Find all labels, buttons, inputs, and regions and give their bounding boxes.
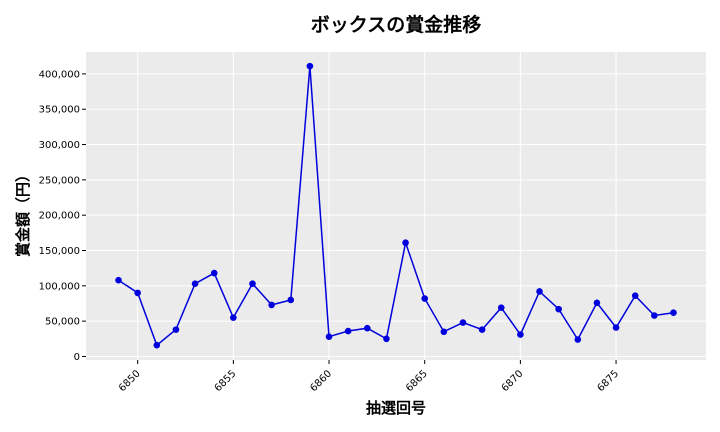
data-point: [631, 292, 639, 300]
data-point: [651, 312, 658, 319]
series-line: [118, 66, 674, 347]
y-tick-label: 150,000: [39, 246, 80, 257]
data-point: [497, 304, 505, 312]
data-point: [287, 296, 295, 304]
data-point: [191, 280, 199, 288]
data-point: [306, 62, 314, 70]
data-point: [363, 324, 371, 332]
x-tick-label: 6850: [117, 368, 143, 394]
x-axis-ticks: 6850 6855 6860 6865 6870 6875: [117, 360, 621, 394]
y-axis-ticks: 0 50,000 100,000 150,000 200,000 250,000 300,0…: [39, 69, 86, 363]
x-tick-label: 6860: [308, 368, 334, 394]
data-point: [478, 326, 486, 333]
y-tick-label: 0: [74, 352, 80, 363]
y-tick-label: 50,000: [45, 317, 80, 328]
x-axis-label: 抽選回号: [366, 399, 426, 417]
data-point: [344, 327, 352, 335]
data-point: [325, 333, 333, 340]
x-tick-label: 6855: [213, 368, 239, 394]
x-tick-label: 6865: [404, 368, 430, 394]
data-point: [172, 326, 180, 333]
data-point: [383, 335, 390, 343]
y-axis-label: 賞金額（円）: [14, 167, 32, 257]
data-point: [210, 269, 218, 277]
data-point: [402, 239, 409, 247]
data-point: [268, 301, 275, 309]
data-point: [536, 288, 543, 295]
data-point: [612, 324, 620, 331]
data-point: [555, 305, 562, 313]
chart-title: ボックスの賞金推移: [311, 13, 481, 36]
y-tick-label: 250,000: [39, 175, 80, 186]
data-point: [670, 309, 677, 316]
data-point: [459, 319, 467, 326]
y-tick-label: 200,000: [39, 211, 80, 222]
data-point: [153, 341, 161, 349]
grid-lines: [86, 52, 706, 360]
series-layer: [115, 62, 677, 349]
x-tick-label: 6875: [595, 368, 621, 394]
data-point: [134, 289, 141, 297]
data-point: [574, 336, 582, 343]
x-tick-label: 6870: [500, 368, 526, 394]
data-point: [115, 276, 122, 284]
y-tick-label: 350,000: [39, 105, 80, 116]
y-tick-label: 400,000: [39, 69, 80, 80]
data-point: [230, 314, 237, 321]
y-tick-label: 300,000: [39, 140, 80, 151]
data-point: [440, 328, 448, 336]
data-point: [249, 280, 256, 288]
data-point: [421, 295, 429, 302]
plot-background: [86, 52, 706, 360]
y-tick-label: 100,000: [39, 281, 80, 292]
data-point: [593, 299, 601, 307]
data-point: [517, 331, 524, 338]
